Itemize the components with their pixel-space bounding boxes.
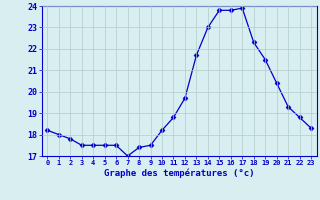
X-axis label: Graphe des températures (°c): Graphe des températures (°c) <box>104 169 254 178</box>
